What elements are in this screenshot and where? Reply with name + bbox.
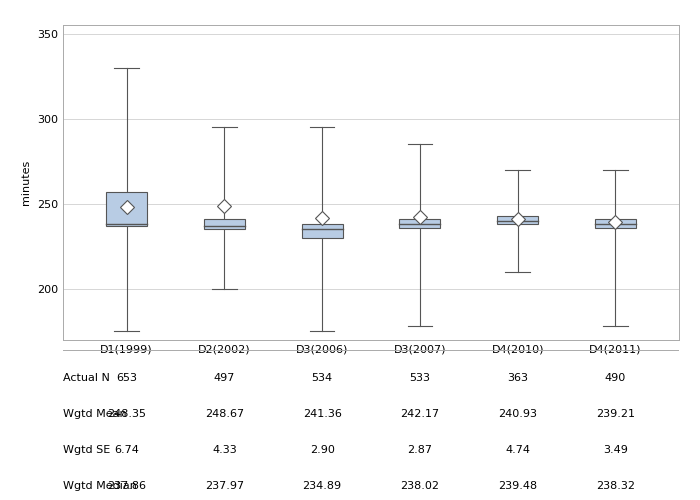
Text: 241.36: 241.36 <box>302 409 342 419</box>
Text: 6.74: 6.74 <box>114 445 139 455</box>
Text: 240.93: 240.93 <box>498 409 537 419</box>
Text: 534: 534 <box>312 373 332 383</box>
Text: 3.49: 3.49 <box>603 445 628 455</box>
Bar <box>204 219 245 230</box>
Bar <box>595 219 636 228</box>
Text: 533: 533 <box>410 373 430 383</box>
Text: 237.97: 237.97 <box>205 481 244 491</box>
Text: 238.32: 238.32 <box>596 481 635 491</box>
Y-axis label: minutes: minutes <box>22 160 32 205</box>
Bar <box>400 219 440 228</box>
Text: 234.89: 234.89 <box>302 481 342 491</box>
Text: 4.33: 4.33 <box>212 445 237 455</box>
Text: 2.87: 2.87 <box>407 445 433 455</box>
Text: 239.21: 239.21 <box>596 409 635 419</box>
Text: 363: 363 <box>508 373 528 383</box>
Bar <box>106 192 147 226</box>
Text: 239.48: 239.48 <box>498 481 537 491</box>
Text: Wgtd Median: Wgtd Median <box>63 481 137 491</box>
Bar <box>302 224 342 238</box>
Text: 4.74: 4.74 <box>505 445 530 455</box>
Text: 248.35: 248.35 <box>107 409 146 419</box>
Text: Actual N: Actual N <box>63 373 110 383</box>
Text: 238.02: 238.02 <box>400 481 440 491</box>
Text: Wgtd SE: Wgtd SE <box>63 445 111 455</box>
Text: Wgtd Mean: Wgtd Mean <box>63 409 127 419</box>
Text: 497: 497 <box>214 373 235 383</box>
Text: 490: 490 <box>605 373 626 383</box>
Text: 2.90: 2.90 <box>309 445 335 455</box>
Text: 653: 653 <box>116 373 137 383</box>
Text: 242.17: 242.17 <box>400 409 440 419</box>
Text: 237.86: 237.86 <box>107 481 146 491</box>
Text: 248.67: 248.67 <box>205 409 244 419</box>
Bar <box>497 216 538 224</box>
